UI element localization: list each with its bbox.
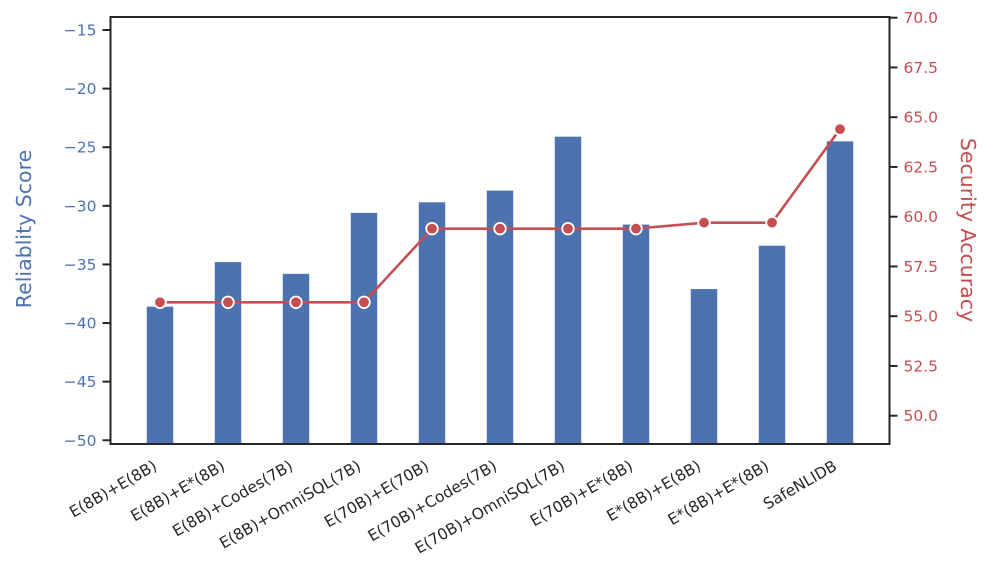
left-tick-label: −35 bbox=[64, 256, 97, 274]
left-tick-label: −25 bbox=[64, 139, 97, 157]
right-axis-title: Security Accuracy bbox=[956, 138, 980, 322]
left-tick-label: −40 bbox=[64, 315, 97, 333]
bar-E(70B)+E(70B) bbox=[418, 202, 446, 444]
left-tick-label: −45 bbox=[64, 373, 97, 391]
line-marker-E*(8B)+E*(8B) bbox=[765, 215, 779, 230]
left-tick-label: −15 bbox=[64, 22, 97, 40]
bar-E*(8B)+E(8B) bbox=[690, 289, 718, 444]
right-tick-label: 60.0 bbox=[904, 208, 939, 226]
right-tick-label: 67.5 bbox=[904, 59, 939, 77]
right-tick-label: 52.5 bbox=[904, 357, 939, 375]
bar-E(8B)+E(8B) bbox=[146, 306, 174, 444]
x-tick-label-SafeNLIDB: SafeNLIDB bbox=[760, 457, 840, 513]
left-tick-label: −20 bbox=[64, 80, 97, 98]
line-marker-E(8B)+Codes(7B) bbox=[289, 295, 303, 309]
line-marker-E*(8B)+E(8B) bbox=[697, 215, 711, 230]
line-marker-SafeNLIDB bbox=[833, 122, 847, 136]
right-tick-label: 62.5 bbox=[904, 158, 939, 176]
line-marker-E(70B)+Codes(7B) bbox=[493, 221, 507, 236]
bar-SafeNLIDB bbox=[826, 141, 854, 444]
bar-E*(8B)+E*(8B) bbox=[758, 245, 786, 444]
plot-area: −15 −20 −25 −30 −35 −40 −45 −50 70.0 67.5 65.0 62.5… bbox=[64, 9, 938, 557]
bar-E(8B)+OmniSQL(7B) bbox=[350, 212, 378, 444]
left-tick-label: −50 bbox=[64, 432, 97, 450]
bar-E(8B)+E*(8B) bbox=[214, 262, 242, 444]
right-tick-label: 57.5 bbox=[904, 258, 939, 276]
right-tick-label: 70.0 bbox=[904, 9, 939, 27]
line-marker-E(8B)+E*(8B) bbox=[221, 295, 235, 309]
line-marker-E(70B)+E(70B) bbox=[425, 221, 439, 236]
bar-E(70B)+E*(8B) bbox=[622, 224, 650, 444]
line-marker-E(8B)+E(8B) bbox=[153, 295, 167, 309]
line-marker-E(70B)+OmniSQL(7B) bbox=[561, 221, 575, 236]
line-marker-E(8B)+OmniSQL(7B) bbox=[357, 295, 371, 309]
plot-border bbox=[109, 16, 891, 445]
left-axis-title: Reliablity Score bbox=[12, 150, 36, 308]
right-tick-label: 65.0 bbox=[904, 109, 939, 127]
bar-E(70B)+OmniSQL(7B) bbox=[554, 136, 582, 444]
right-tick-label: 55.0 bbox=[904, 308, 939, 326]
left-tick-label: −30 bbox=[64, 197, 97, 215]
right-tick-label: 50.0 bbox=[904, 407, 939, 425]
line-marker-E(70B)+E*(8B) bbox=[629, 221, 643, 236]
